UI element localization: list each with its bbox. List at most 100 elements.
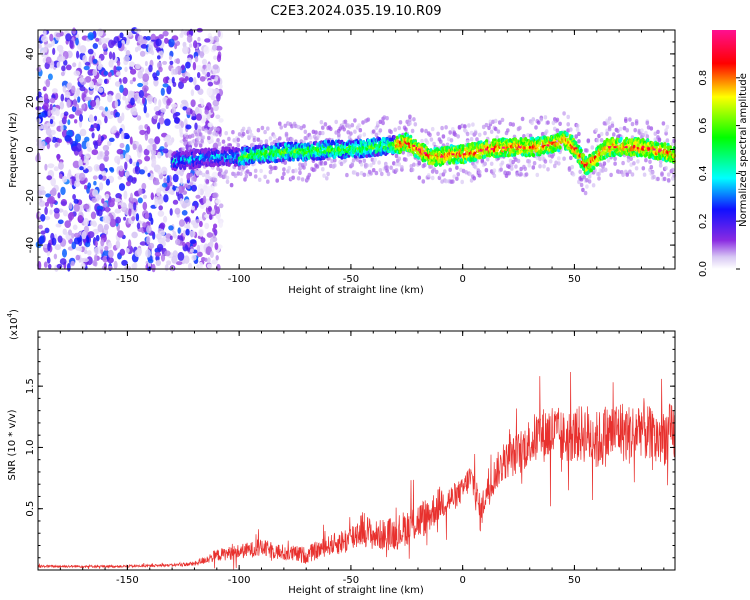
spectrogram-noise-cell	[180, 121, 184, 128]
spectrogram-halo-cell	[188, 134, 192, 139]
spectrogram-halo-cell	[566, 114, 570, 120]
spectrogram-noise-cell	[83, 203, 90, 210]
spectrogram-halo-cell	[428, 132, 432, 138]
spectrogram-noise-cell	[71, 176, 75, 186]
spectrogram-halo-cell	[307, 172, 312, 178]
spectrogram-halo-cell	[397, 125, 402, 131]
spectrogram-noise-cell	[147, 44, 153, 54]
spectrogram-noise-cell	[160, 112, 164, 118]
spectrogram-halo-cell	[208, 130, 212, 135]
spectrogram-halo-cell	[424, 128, 428, 134]
spectrogram-halo-cell	[500, 160, 505, 165]
spectrogram-noise-cell	[204, 109, 209, 115]
spectrogram-noise-cell	[152, 143, 157, 151]
spectrogram-halo-cell	[523, 166, 527, 171]
spectrogram-noise-cell	[193, 76, 197, 86]
spectrogram-halo-cell	[489, 161, 494, 166]
spectrogram-ridge-cell	[596, 162, 600, 167]
spectrogram-noise-cell	[127, 239, 132, 249]
spectrogram-noise-cell	[58, 161, 64, 170]
spectrogram-noise-cell	[108, 39, 115, 49]
spectrogram-halo-cell	[221, 139, 226, 144]
spectrogram-noise-cell	[132, 111, 138, 116]
spectrogram-noise-cell	[39, 235, 45, 244]
spectrogram-noise-cell	[81, 140, 88, 150]
spectrogram-noise-cell	[84, 76, 92, 83]
spectrogram-noise-cell	[98, 174, 103, 180]
spectrogram-ridge-cell	[291, 143, 295, 148]
spectrogram-noise-cell	[75, 142, 82, 152]
spectrogram-halo-cell	[570, 164, 574, 170]
spectrogram-noise-cell	[209, 239, 214, 248]
spectrogram-noise-cell	[150, 192, 154, 200]
spectrogram-noise-cell	[172, 199, 179, 205]
spectrogram-noise-cell	[95, 37, 100, 42]
spectrogram-ridge-cell	[592, 166, 596, 170]
spectrogram-halo-cell	[404, 127, 408, 132]
spectrogram-noise-cell	[124, 66, 128, 73]
spectrogram-noise-cell	[125, 170, 130, 177]
spectrogram-halo-cell	[665, 138, 670, 143]
spectrogram-noise-cell	[60, 199, 68, 207]
spectrogram-halo-cell	[508, 158, 513, 163]
spectrogram-noise-cell	[194, 122, 198, 131]
spectrogram-noise-cell	[121, 259, 128, 266]
spectrogram-noise-cell	[87, 250, 92, 256]
spectrogram-noise-cell	[62, 248, 67, 258]
spectrogram-noise-cell	[116, 60, 121, 67]
spectrogram-halo-cell	[213, 177, 218, 183]
spectrogram-ridge-cell	[565, 132, 569, 137]
spectrogram-noise-cell	[183, 199, 191, 207]
spectrogram-noise-cell	[126, 104, 134, 109]
spectrogram-halo-cell	[601, 168, 605, 173]
spectrogram-halo-cell	[280, 175, 285, 180]
spectrogram-noise-cell	[169, 235, 173, 241]
spectrogram-ridge-cell	[244, 151, 248, 156]
spectrogram-halo-cell	[381, 120, 385, 126]
spectrogram-ridge-cell	[219, 161, 223, 165]
spectrogram-noise-cell	[164, 264, 169, 272]
spectrogram-halo-cell	[455, 165, 459, 170]
spectrogram-noise-cell	[143, 105, 147, 114]
spectrogram-noise-cell	[38, 224, 43, 230]
spectrogram-noise-cell	[168, 55, 173, 60]
spectrogram-noise-cell	[75, 254, 81, 261]
spectrogram-noise-cell	[103, 249, 110, 256]
spectrogram-noise-cell	[114, 198, 121, 203]
spectrogram-noise-cell	[97, 87, 104, 93]
spectrogram-noise-cell	[44, 201, 50, 207]
spectrogram-noise-cell	[125, 98, 129, 106]
spectrogram-noise-cell	[156, 243, 164, 251]
spectrogram-halo-cell	[610, 123, 615, 128]
spectrogram-halo-cell	[369, 171, 373, 176]
spectrogram-noise-cell	[157, 200, 162, 206]
spectrogram-noise-cell	[125, 248, 130, 253]
spectrogram-halo-cell	[299, 125, 304, 131]
spectrogram-halo-cell	[562, 156, 566, 161]
spectrogram-halo-cell	[555, 128, 560, 133]
spectrogram-halo-cell	[515, 172, 519, 177]
spectrogram-noise-cell	[130, 192, 133, 202]
spectrogram-halo-cell	[302, 165, 306, 170]
spectrogram-noise-cell	[103, 223, 109, 231]
spectrogram-noise-cell	[60, 71, 65, 77]
spectrogram-halo-cell	[334, 119, 339, 125]
spectrogram-noise-cell	[38, 112, 46, 118]
spectrogram-noise-cell	[110, 111, 114, 115]
spectrogram-halo-cell	[298, 170, 302, 175]
spectrogram-halo-cell	[397, 162, 402, 167]
spectrogram-halo-cell	[483, 131, 487, 136]
spectrogram-noise-cell	[107, 140, 112, 146]
spectrogram-halo-cell	[374, 170, 379, 176]
spectrogram-halo-cell	[378, 128, 383, 133]
spectrogram-noise-cell	[57, 235, 63, 243]
spectrogram-halo-cell	[456, 134, 461, 139]
spectrogram-noise-cell	[200, 237, 206, 244]
spectrogram-halo-cell	[270, 141, 274, 146]
spectrogram-noise-cell	[213, 223, 218, 229]
spectrogram-halo-cell	[282, 167, 286, 172]
spectrogram-noise-cell	[119, 32, 124, 39]
spectrogram-halo-cell	[443, 169, 447, 174]
spectrogram-noise-cell	[115, 240, 121, 249]
spectrogram-halo-cell	[527, 163, 532, 168]
